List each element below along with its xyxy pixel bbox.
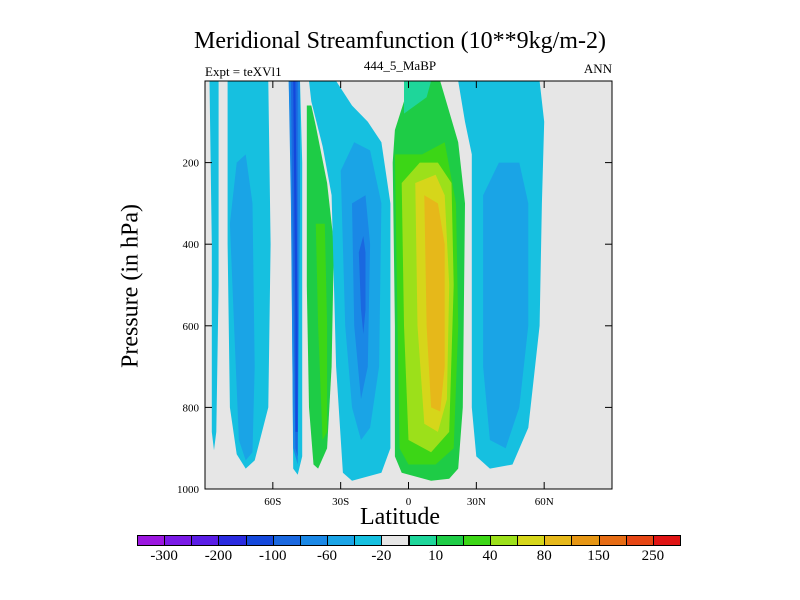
y-axis: 200 400 600 800 1000	[177, 158, 612, 496]
colorbar-swatch	[462, 535, 491, 546]
colorbar-swatch	[272, 535, 301, 546]
colorbar-swatch	[354, 535, 383, 546]
x-tick-label: 60S	[264, 496, 281, 508]
contour-regions	[209, 81, 545, 481]
cell-60s-peak	[293, 81, 298, 432]
x-axis-title: Latitude	[360, 504, 440, 530]
y-tick-label: 600	[183, 321, 200, 333]
colorbar-swatch	[245, 535, 274, 546]
colorbar-swatch	[625, 535, 654, 546]
colorbar-swatch	[299, 535, 329, 546]
y-tick-label: 1000	[177, 484, 200, 496]
y-axis-title: Pressure (in hPa)	[117, 204, 144, 368]
colorbar-label: 150	[587, 548, 610, 564]
colorbar-label: 10	[428, 548, 444, 564]
colorbar-swatch	[408, 535, 437, 546]
cell-ferrel-south-inner	[315, 223, 328, 440]
colorbar-swatch	[435, 535, 464, 546]
colorbar-label: -20	[371, 548, 392, 564]
colorbar-swatch	[517, 535, 546, 546]
cell-far-south	[209, 81, 219, 451]
colorbar-swatch	[571, 535, 600, 546]
colorbar-label: -300	[150, 548, 178, 564]
colorbar-swatch	[327, 535, 356, 546]
x-tick-label: 60N	[535, 496, 554, 508]
colorbar-swatch	[381, 535, 410, 546]
colorbar-swatch	[489, 535, 519, 546]
y-tick-label: 400	[183, 239, 200, 251]
experiment-label: Expt = teXVl1	[205, 64, 282, 79]
colorbar-label: -60	[317, 548, 338, 564]
x-tick-label: 30S	[332, 496, 349, 508]
cell-hadley-north-lobe	[404, 81, 432, 114]
colorbar-swatch	[164, 535, 193, 546]
colorbar-label: 80	[536, 548, 552, 564]
season-label: ANN	[583, 61, 612, 76]
cell-ferrel-north-inner	[483, 162, 529, 449]
colorbar-label: -200	[204, 548, 233, 564]
period-label: 444_5_MaBP	[363, 58, 437, 73]
chart-title: Meridional Streamfunction (10**9kg/m-2)	[194, 28, 606, 54]
colorbar-swatch	[137, 535, 166, 546]
colorbar-swatch	[598, 535, 627, 546]
y-tick-label: 200	[183, 158, 200, 170]
colorbar-label: -100	[259, 548, 287, 564]
x-axis: 60S 30S 0 30N 60N	[264, 81, 554, 508]
cell-hadley-south-3	[358, 236, 366, 334]
colorbar-swatch	[544, 535, 573, 546]
colorbar-label: 40	[482, 548, 498, 564]
colorbar-swatch	[191, 535, 220, 546]
colorbar-swatch	[218, 535, 247, 546]
x-tick-label: 0	[406, 496, 412, 508]
cell-hadley-north-3	[424, 195, 445, 412]
colorbar-swatch	[652, 535, 681, 546]
x-tick-label: 30N	[467, 496, 486, 508]
cell-south-polar-inner	[229, 154, 255, 461]
y-tick-label: 800	[183, 402, 200, 414]
colorbar-label: 250	[641, 548, 665, 564]
